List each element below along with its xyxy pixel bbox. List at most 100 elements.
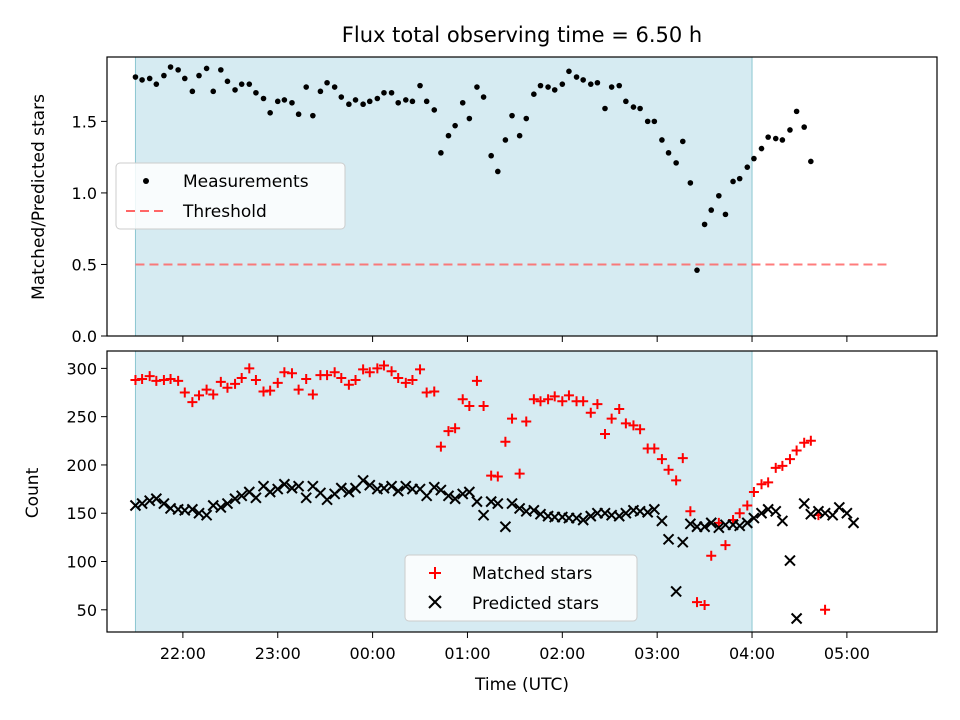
matched-star-point	[799, 437, 810, 448]
predicted-star-point	[662, 533, 675, 546]
matched-star-point	[443, 426, 454, 437]
measurement-point	[295, 111, 302, 118]
bottom-legend: Matched stars Predicted stars	[404, 554, 638, 622]
predicted-star-point	[471, 495, 483, 508]
measurement-point	[573, 74, 580, 80]
matched-star-point	[471, 375, 482, 386]
predicted-star-point	[428, 481, 440, 493]
measurement-point	[736, 175, 743, 182]
predicted-star-point	[186, 503, 199, 516]
matched-star-point	[692, 597, 703, 608]
measurement-point	[189, 88, 196, 95]
matched-star-point	[784, 454, 795, 465]
matched-star-point	[606, 413, 617, 424]
matched-star-point	[763, 477, 774, 488]
matched-star-point	[592, 399, 603, 410]
measurement-point	[423, 98, 430, 105]
bottom-y-tick-label: 250	[66, 408, 97, 427]
predicted-star-point	[741, 517, 753, 529]
measurement-point	[623, 98, 629, 105]
predicted-star-point	[235, 490, 248, 502]
matched-star-point	[201, 384, 212, 395]
measurement-point	[346, 101, 352, 108]
measurement-point	[324, 79, 330, 86]
measurement-point	[167, 64, 174, 70]
bottom-y-tick-label: 200	[66, 456, 97, 475]
measurement-point	[679, 138, 686, 145]
predicted-star-point	[221, 497, 234, 510]
measurement-point	[395, 99, 402, 106]
predicted-star-point	[841, 507, 853, 519]
matched-star-point	[407, 374, 418, 385]
matched-star-point	[329, 367, 340, 378]
matched-star-point	[173, 375, 184, 386]
predicted-star-point	[713, 522, 725, 534]
predicted-star-point	[698, 521, 711, 533]
measurement-point	[417, 82, 423, 89]
x-tick-label: 01:00	[444, 644, 490, 663]
matched-star-point	[492, 471, 503, 482]
measurement-point	[602, 105, 608, 112]
predicted-star-point	[485, 495, 497, 508]
measurement-point	[232, 87, 238, 93]
matched-star-point	[756, 479, 767, 490]
predicted-star-point	[129, 499, 142, 512]
bottom-y-axis-label: Count	[23, 467, 43, 518]
predicted-star-point	[755, 507, 768, 519]
x-tick-label: 05:00	[824, 644, 870, 663]
matched-star-point	[435, 441, 446, 452]
measurement-point	[694, 267, 700, 273]
legend-predicted-label: Predicted stars	[472, 594, 599, 614]
measurement-point	[551, 87, 558, 93]
matched-star-point	[386, 366, 397, 377]
measurement-point	[438, 150, 444, 156]
matched-star-point	[549, 391, 560, 402]
x-tick-label: 04:00	[729, 644, 775, 663]
predicted-star-point	[321, 494, 333, 506]
measurement-point	[758, 145, 765, 152]
predicted-star-point	[442, 490, 455, 502]
predicted-star-point	[798, 497, 810, 510]
measurement-point	[488, 152, 494, 159]
predicted-star-point	[585, 510, 597, 522]
measurement-point	[210, 88, 217, 95]
matched-star-point	[820, 604, 831, 615]
measurement-point	[260, 95, 267, 102]
matched-star-point	[457, 394, 468, 405]
predicted-star-point	[506, 497, 518, 510]
matched-star-point	[343, 379, 354, 390]
matched-star-point	[685, 506, 696, 517]
legend-threshold-label: Threshold	[182, 202, 267, 222]
measurement-point	[317, 88, 324, 95]
measurement-point	[466, 115, 473, 122]
measurement-point	[644, 118, 651, 125]
predicted-star-point	[278, 478, 291, 490]
matched-star-point	[734, 508, 745, 519]
matched-star-point	[699, 599, 710, 610]
matched-star-point	[507, 413, 518, 424]
measurement-point	[673, 160, 679, 166]
matched-star-point	[137, 374, 148, 385]
predicted-stars-series	[129, 474, 860, 625]
measurement-point	[545, 84, 551, 90]
bottom-y-tick-label: 50	[77, 601, 97, 620]
matched-star-point	[706, 550, 717, 561]
bottom-axes-frame	[106, 350, 938, 633]
matched-star-point	[585, 407, 596, 418]
measurement-point	[360, 101, 366, 108]
matched-star-point	[265, 385, 276, 396]
measurement-point	[793, 108, 800, 115]
matched-star-point	[301, 374, 312, 385]
predicted-star-point	[784, 554, 796, 567]
predicted-star-point	[599, 507, 611, 519]
matched-stars-series	[130, 360, 831, 615]
measurement-point	[366, 98, 373, 105]
matched-star-point	[557, 396, 568, 407]
measurement-point	[531, 91, 537, 97]
measurement-point	[246, 81, 253, 87]
matched-star-point	[393, 373, 404, 384]
matched-star-point	[620, 418, 631, 429]
measurement-point	[630, 104, 637, 110]
matched-star-point	[307, 389, 318, 400]
measurement-point	[495, 168, 501, 175]
